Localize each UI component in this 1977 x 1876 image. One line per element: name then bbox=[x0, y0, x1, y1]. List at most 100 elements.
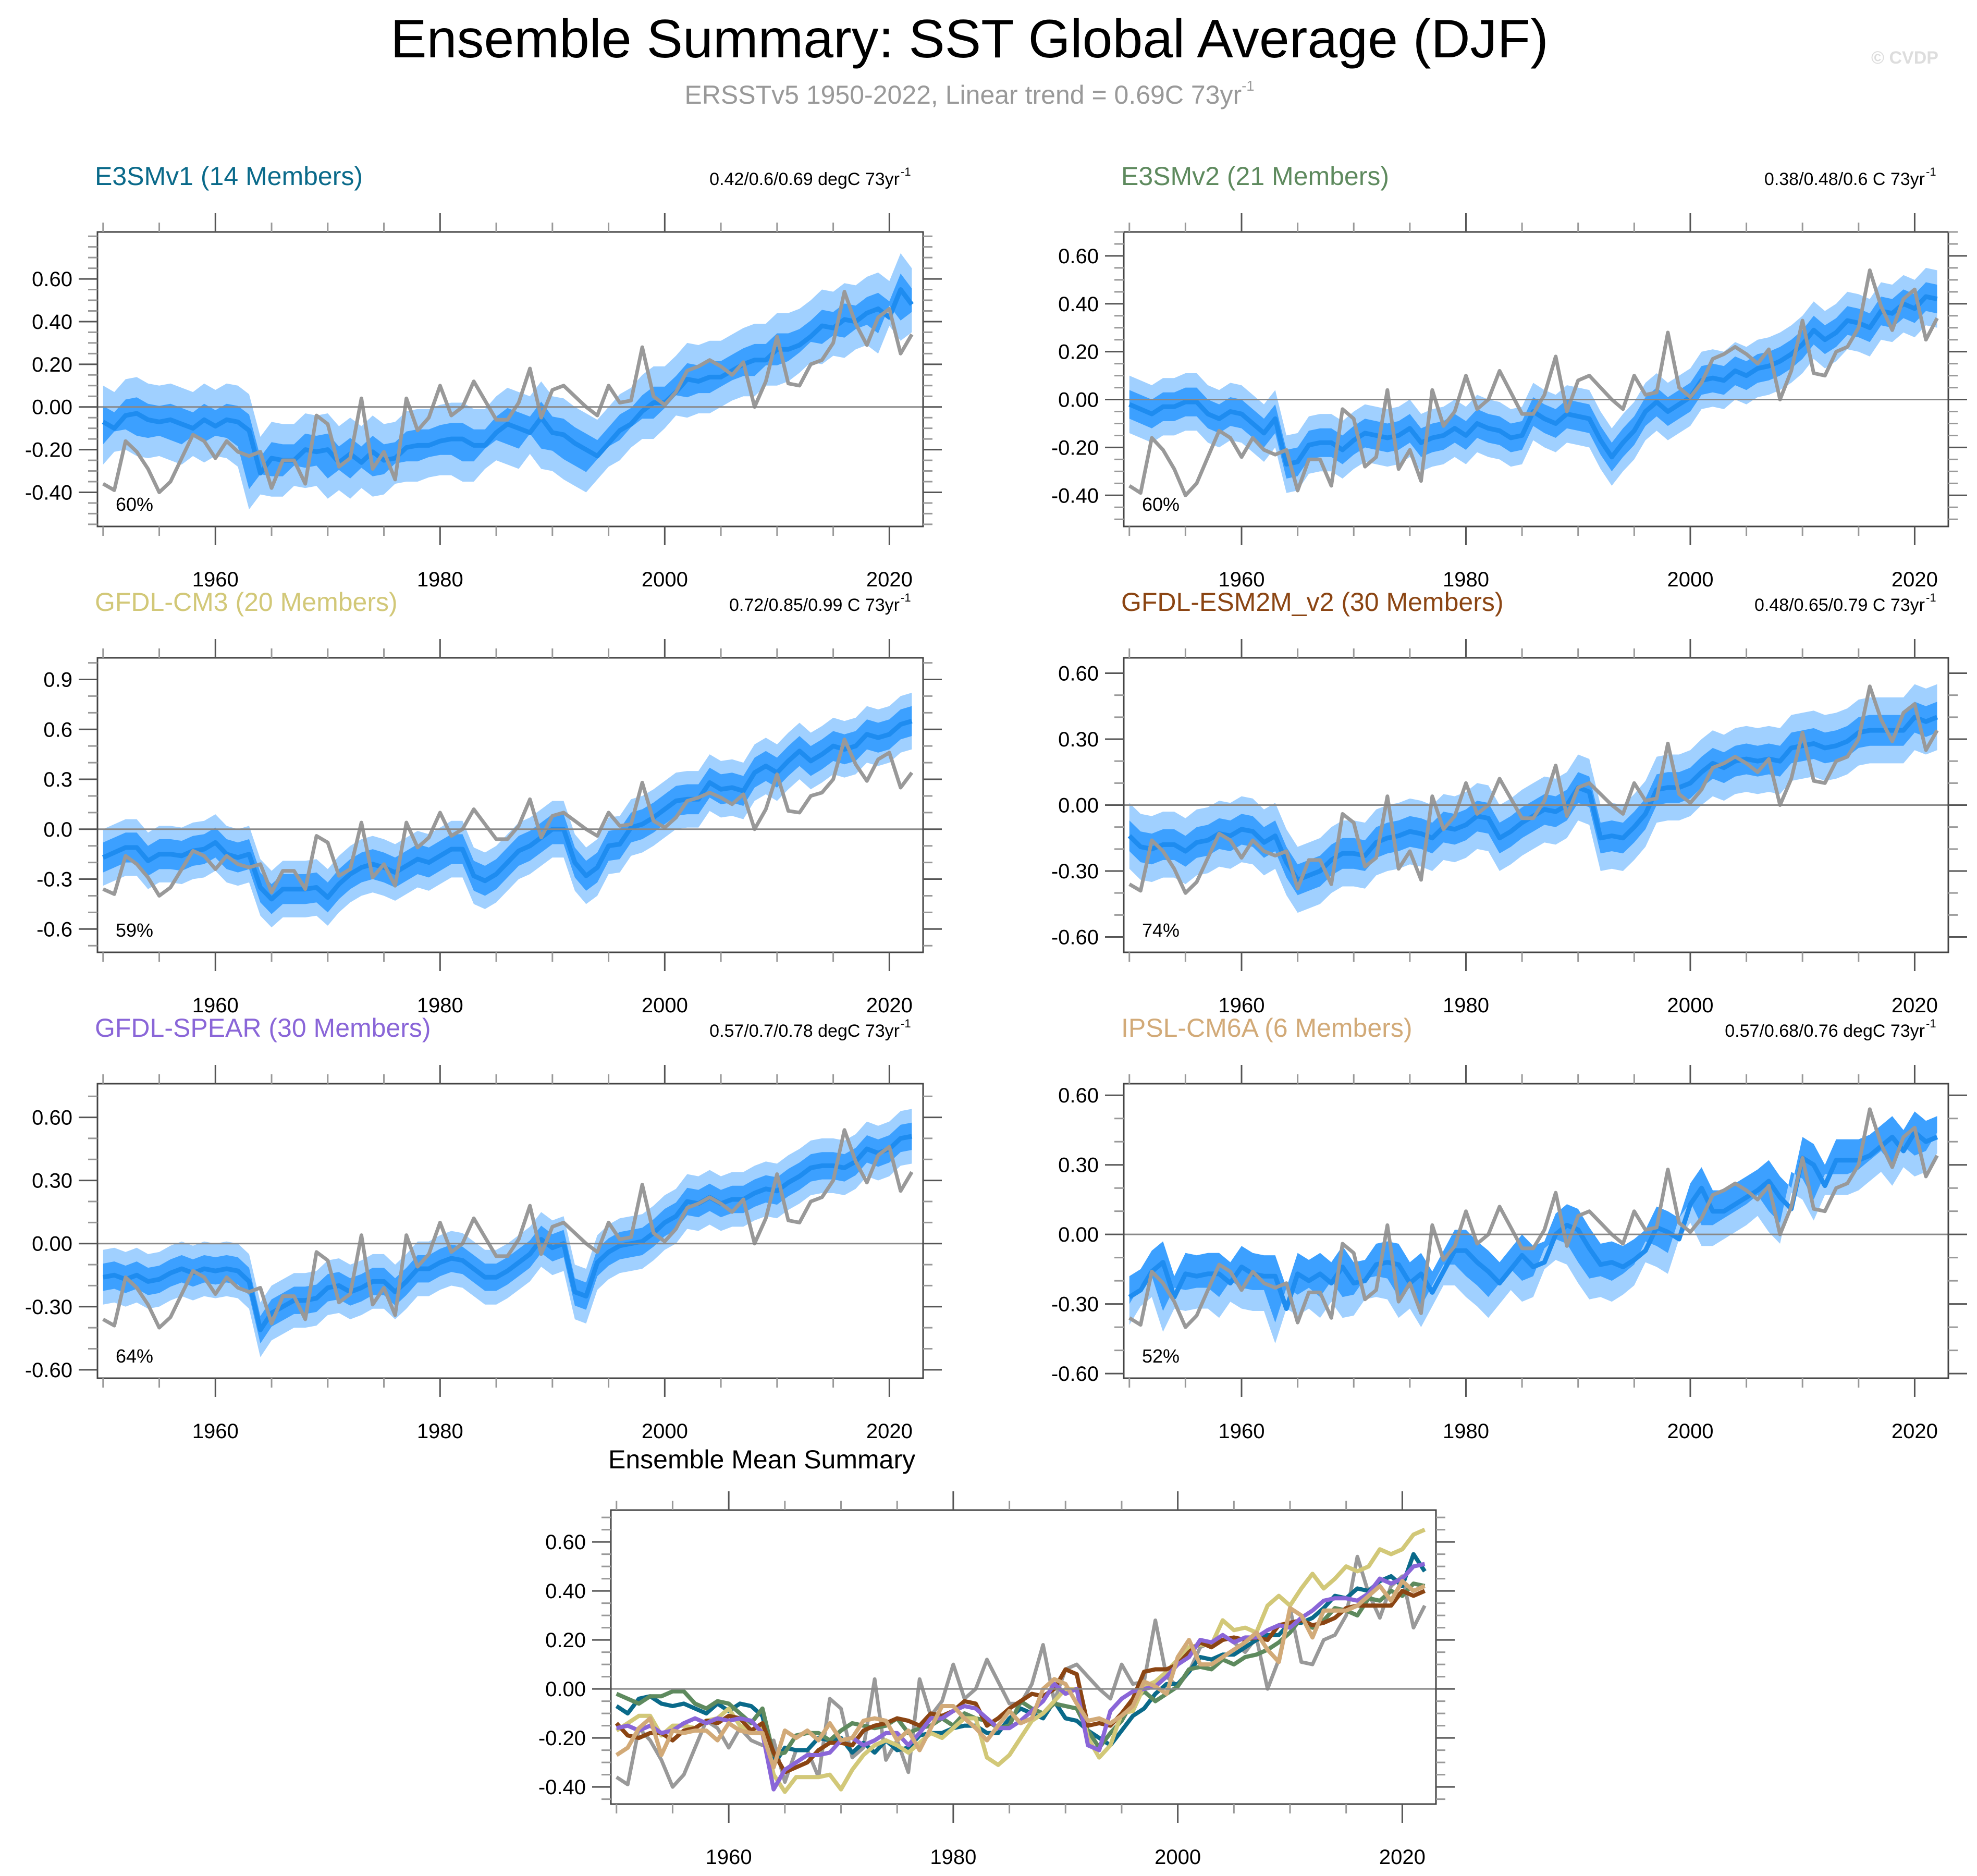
outer-band-10-90 bbox=[1129, 267, 1937, 493]
chart-gfdl-esm2m-v2: -0.60 -0.30 0.00 0.30 0.60 1960 1980 2000 2020 GF… bbox=[1051, 587, 1967, 1017]
outer-band-10-90 bbox=[103, 253, 912, 510]
y-tick-label: 0.0 bbox=[43, 818, 72, 841]
x-tick-label: 1960 bbox=[1219, 1420, 1265, 1443]
outer-band-10-90 bbox=[103, 1109, 912, 1357]
y-tick-label: -0.20 bbox=[25, 439, 72, 462]
ensemble-mean-line bbox=[102, 287, 914, 476]
y-tick-label: 0.60 bbox=[1058, 663, 1099, 685]
x-tick-label: 2020 bbox=[1892, 994, 1938, 1017]
chart-e3smv2: -0.40 -0.20 0.00 0.20 0.40 0.60 1960 1980 2000 20… bbox=[1051, 162, 1967, 591]
panel-title: GFDL-SPEAR (30 Members) bbox=[95, 1013, 431, 1043]
y-tick-label: 0.60 bbox=[32, 268, 72, 291]
chart-ensemble-mean-summary: -0.40 -0.20 0.00 0.20 0.40 0.60 1960 1980 2000 20… bbox=[538, 1445, 1455, 1869]
y-tick-label: -0.30 bbox=[1051, 860, 1099, 883]
y-tick-label: 0.60 bbox=[1058, 1084, 1099, 1107]
panel-title: E3SMv2 (21 Members) bbox=[1121, 162, 1389, 191]
panel-title: E3SMv1 (14 Members) bbox=[95, 162, 363, 191]
percent-label: 52% bbox=[1142, 1345, 1180, 1367]
y-tick-label: -0.3 bbox=[36, 868, 72, 891]
y-tick-label: -0.6 bbox=[36, 918, 72, 941]
y-tick-label: -0.30 bbox=[1051, 1293, 1099, 1316]
trend-superscript: -1 bbox=[901, 1017, 911, 1030]
chart-ipsl-cm6a: -0.60 -0.30 0.00 0.30 0.60 1960 1980 2000 2020 IP… bbox=[1051, 1013, 1967, 1443]
x-tick-label: 2000 bbox=[1155, 1846, 1201, 1869]
series-line-gfdl-spear bbox=[616, 1562, 1426, 1792]
trend-label: 0.38/0.48/0.6 C 73yr bbox=[1764, 169, 1925, 189]
trend-superscript: -1 bbox=[901, 165, 911, 178]
summary-title: Ensemble Mean Summary bbox=[608, 1445, 915, 1474]
subtitle-text: ERSSTv5 1950-2022, Linear trend = 0.69C … bbox=[684, 80, 1242, 109]
y-tick-label: -0.40 bbox=[1051, 484, 1099, 507]
series-line-ipsl-cm6a bbox=[615, 1579, 1426, 1770]
plot-frame bbox=[96, 657, 924, 953]
percent-label: 64% bbox=[116, 1345, 153, 1367]
y-tick-label: 0.40 bbox=[1058, 293, 1099, 316]
y-tick-label: 0.00 bbox=[545, 1678, 586, 1701]
observed-line bbox=[1128, 1107, 1939, 1329]
y-tick-label: -0.60 bbox=[1051, 926, 1099, 949]
y-tick-label: -0.30 bbox=[25, 1296, 72, 1319]
x-tick-label: 2000 bbox=[642, 1420, 688, 1443]
trend-superscript: -1 bbox=[1926, 591, 1936, 604]
x-tick-label: 1980 bbox=[930, 1846, 976, 1869]
plot-frame bbox=[96, 231, 924, 528]
percent-label: 74% bbox=[1142, 919, 1180, 941]
trend-label: 0.72/0.85/0.99 C 73yr bbox=[729, 595, 900, 615]
panel-title: GFDL-ESM2M_v2 (30 Members) bbox=[1121, 587, 1504, 617]
plot-frame bbox=[610, 1509, 1437, 1805]
y-tick-label: -0.20 bbox=[538, 1727, 586, 1750]
x-tick-label: 1960 bbox=[192, 568, 239, 591]
x-tick-label: 2020 bbox=[1892, 1420, 1938, 1443]
y-tick-label: 0.20 bbox=[32, 353, 72, 376]
x-tick-label: 1960 bbox=[1219, 568, 1265, 591]
y-tick-label: 0.00 bbox=[1058, 1223, 1099, 1246]
outer-band-10-90 bbox=[1129, 1111, 1937, 1344]
trend-label: 0.48/0.65/0.79 C 73yr bbox=[1754, 595, 1925, 615]
y-tick-label: 0.30 bbox=[1058, 728, 1099, 751]
panel-title: GFDL-CM3 (20 Members) bbox=[95, 587, 398, 617]
inner-band-25-75 bbox=[103, 1122, 912, 1344]
x-tick-label: 1980 bbox=[1443, 568, 1489, 591]
series-line-gfdl-esm2m-v2 bbox=[615, 1589, 1426, 1774]
y-tick-label: -0.60 bbox=[1051, 1363, 1099, 1385]
y-tick-label: -0.60 bbox=[25, 1359, 72, 1382]
y-tick-label: 0.60 bbox=[545, 1531, 586, 1554]
x-tick-label: 1980 bbox=[1443, 994, 1489, 1017]
inner-band-25-75 bbox=[1129, 702, 1937, 896]
inner-band-25-75 bbox=[1129, 282, 1937, 479]
y-tick-label: -0.20 bbox=[1051, 436, 1099, 459]
chart-e3smv1: -0.40 -0.20 0.00 0.20 0.40 0.60 1960 1980 2000 20… bbox=[25, 162, 942, 591]
y-tick-label: 0.40 bbox=[32, 311, 72, 334]
plot-frame bbox=[96, 1083, 924, 1379]
trend-superscript: -1 bbox=[1926, 165, 1936, 178]
y-tick-label: 0.00 bbox=[32, 396, 72, 419]
trend-label: 0.57/0.7/0.78 degC 73yr bbox=[709, 1021, 900, 1041]
observed-line bbox=[615, 1554, 1427, 1789]
y-tick-label: 0.9 bbox=[43, 668, 72, 691]
y-tick-label: 0.30 bbox=[1058, 1154, 1099, 1177]
percent-label: 59% bbox=[116, 919, 153, 941]
x-tick-label: 1980 bbox=[417, 568, 463, 591]
subtitle-superscript: -1 bbox=[1242, 78, 1255, 94]
outer-band-10-90 bbox=[103, 693, 912, 928]
y-tick-label: 0.00 bbox=[1058, 794, 1099, 817]
y-tick-label: 0.00 bbox=[32, 1233, 72, 1256]
trend-superscript: -1 bbox=[1926, 1017, 1936, 1030]
x-tick-label: 1960 bbox=[706, 1846, 752, 1869]
x-tick-label: 2020 bbox=[866, 1420, 913, 1443]
plot-frame bbox=[1123, 1083, 1949, 1379]
y-tick-label: 0.30 bbox=[32, 1170, 72, 1193]
plot-frame bbox=[1123, 231, 1949, 528]
trend-superscript: -1 bbox=[901, 591, 911, 604]
x-tick-label: 1980 bbox=[417, 994, 463, 1017]
trend-label: 0.42/0.6/0.69 degC 73yr bbox=[709, 169, 900, 189]
inner-band-25-75 bbox=[103, 273, 912, 489]
x-tick-label: 1980 bbox=[1443, 1420, 1489, 1443]
observed-line bbox=[102, 737, 914, 898]
x-tick-label: 2020 bbox=[866, 994, 913, 1017]
x-tick-label: 2000 bbox=[1667, 568, 1713, 591]
y-tick-label: 0.6 bbox=[43, 718, 72, 741]
y-tick-label: 0.20 bbox=[1058, 341, 1099, 364]
x-tick-label: 1960 bbox=[192, 994, 239, 1017]
